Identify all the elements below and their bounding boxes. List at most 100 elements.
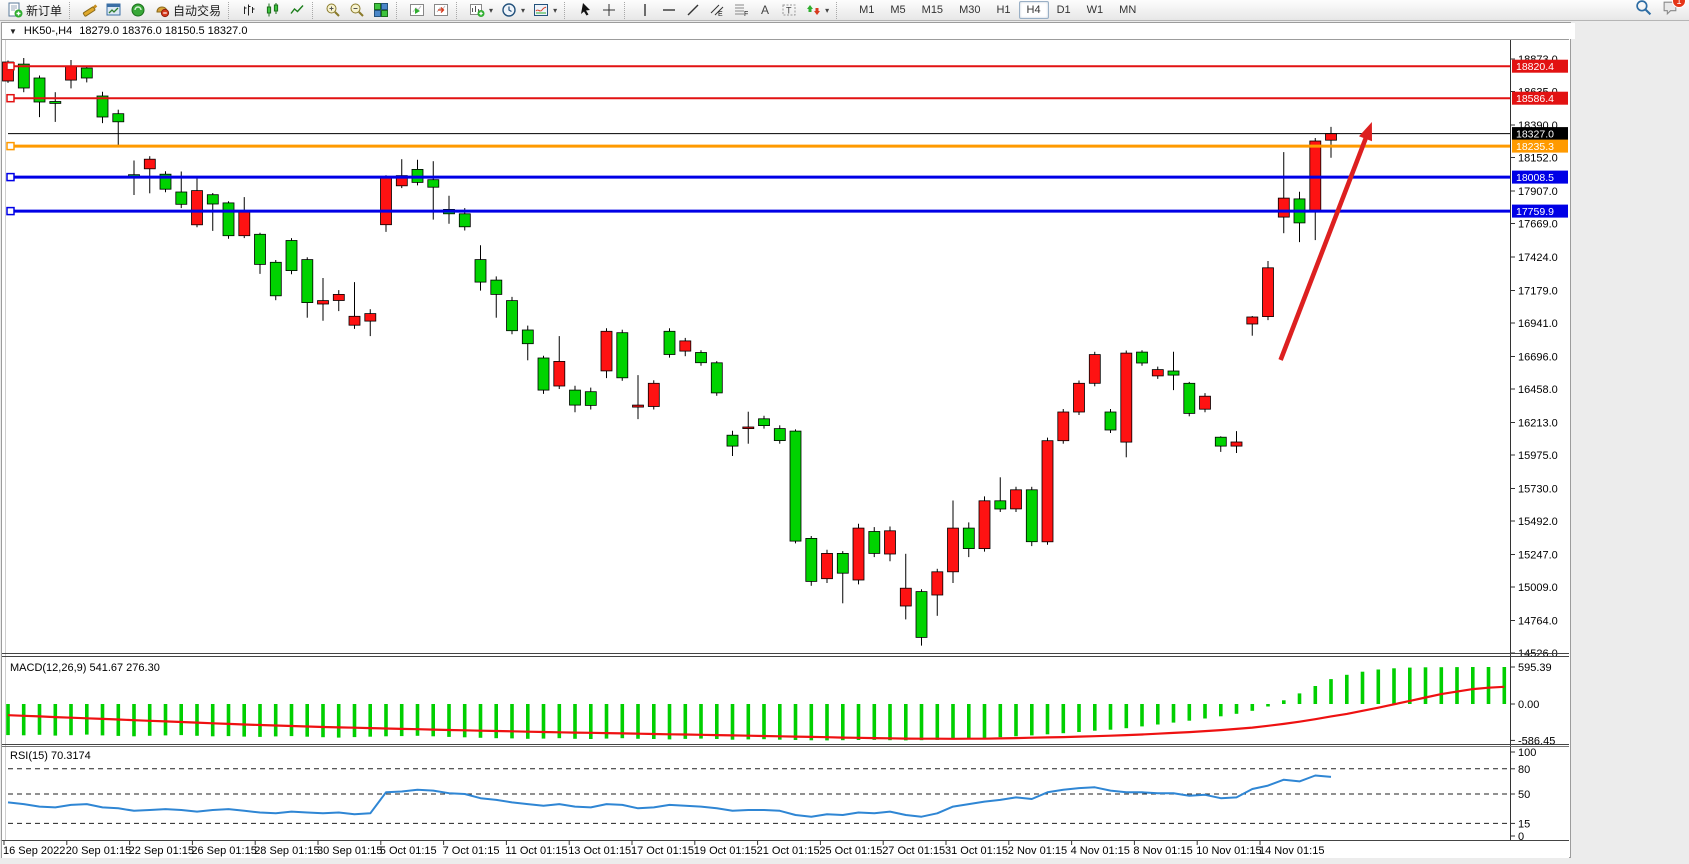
trendline-button[interactable]	[681, 0, 705, 21]
new-order-button[interactable]: 新订单	[3, 0, 66, 21]
candle-body	[1120, 352, 1133, 443]
macd-histogram-bar	[935, 704, 940, 740]
price-tag	[1512, 59, 1568, 73]
date-axis-label: 5 Oct 01:15	[380, 845, 437, 857]
candle-body	[679, 340, 692, 352]
indicators-button[interactable]: ▾	[529, 0, 561, 21]
macd-histogram-bar	[604, 704, 609, 739]
line-handle[interactable]	[6, 206, 15, 216]
trend-arrow-line[interactable]	[1278, 132, 1370, 361]
rsi-line	[7, 774, 1332, 818]
date-axis-label: 28 Sep 01:15	[254, 845, 319, 857]
line-handle[interactable]	[6, 61, 15, 71]
chevron-down-icon: ▾	[553, 5, 558, 15]
price-tag	[1512, 139, 1568, 153]
vertical-line-button[interactable]	[633, 0, 657, 21]
new-order-button-label: 新订单	[26, 3, 63, 18]
macd-histogram-bar	[589, 704, 593, 739]
timeframe-mn-button[interactable]: MN	[1119, 4, 1137, 16]
macd-histogram-bar	[888, 704, 892, 741]
tile-windows-icon	[374, 3, 389, 17]
macd-histogram-bar	[1030, 704, 1034, 736]
candle-body	[506, 300, 518, 332]
price-tag	[1512, 91, 1568, 105]
timeframe-h1-button[interactable]: H1	[996, 4, 1011, 16]
chart-titlebar: ▼ HK50-,H4 18279.0 18376.0 18150.5 18327…	[2, 23, 1575, 39]
chart-shift-button[interactable]	[429, 0, 453, 21]
candle-body	[1136, 351, 1148, 364]
navigator-button[interactable]	[126, 0, 150, 21]
timeframe-m15-button[interactable]: M15	[921, 4, 944, 16]
search-button[interactable]	[1635, 0, 1652, 21]
macd-histogram-bar	[762, 704, 766, 740]
macd-histogram-bar	[919, 704, 924, 741]
macd-title: MACD(12,26,9) 541.67 276.30	[10, 662, 160, 674]
macd-histogram-bar	[242, 704, 246, 737]
timeframe-w1-button[interactable]: W1	[1086, 4, 1104, 16]
line-handle[interactable]	[6, 141, 15, 151]
macd-histogram-bar	[447, 704, 451, 737]
macd-histogram-bar	[904, 704, 908, 741]
macd-histogram-bar	[37, 704, 42, 735]
line-chart-button[interactable]	[285, 0, 309, 21]
candle-body	[994, 500, 1007, 510]
zoom-in-button[interactable]	[321, 0, 345, 21]
horizontal-line-icon	[663, 9, 676, 11]
candle-body	[285, 240, 298, 272]
timeframe-d1-button[interactable]: D1	[1056, 4, 1071, 16]
macd-histogram-bar	[273, 704, 278, 737]
macd-histogram-bar	[415, 704, 420, 736]
shapes-button[interactable]: ▾	[801, 0, 833, 21]
price-axis-tick: 16458.0	[1518, 384, 1558, 396]
macd-histogram-bar	[1486, 667, 1491, 704]
timeframe-m30-button[interactable]: M30	[959, 4, 981, 16]
candle-body	[1057, 411, 1070, 442]
profiles-button[interactable]: ▾	[497, 0, 529, 21]
crayon-button[interactable]	[78, 0, 102, 21]
candle-body	[364, 313, 377, 322]
timeframe-h4-button[interactable]: H4	[1018, 1, 1049, 19]
macd-histogram-bar	[1345, 674, 1349, 704]
cursor-button[interactable]	[573, 0, 597, 21]
equidistant-channel-button[interactable]: E	[705, 0, 729, 21]
text-button[interactable]: A	[753, 0, 777, 21]
collapse-chart-icon[interactable]: ▼	[9, 26, 17, 36]
fibonacci-button[interactable]: F	[729, 0, 753, 21]
line-handle[interactable]	[6, 172, 15, 182]
macd-histogram-bar	[21, 704, 26, 736]
candle-body	[332, 293, 345, 301]
macd-histogram-bar	[478, 704, 483, 738]
candle-body	[159, 173, 172, 190]
autotrade-button[interactable]: 自动交易	[150, 0, 225, 21]
date-axis-label: 20 Sep 01:15	[66, 845, 131, 857]
auto-scroll-button[interactable]	[405, 0, 429, 21]
macd-histogram-bar	[951, 704, 955, 740]
candle-body	[1199, 395, 1211, 410]
timeframe-m1-button[interactable]: M1	[859, 4, 875, 16]
crosshair-button[interactable]	[597, 0, 621, 21]
macd-axis-tick: -586.45	[1518, 735, 1555, 747]
date-axis-label: 7 Oct 01:15	[443, 845, 500, 857]
bar-chart-button[interactable]	[237, 0, 261, 21]
tile-windows-button[interactable]	[369, 0, 393, 21]
notifications-button[interactable]: 1	[1662, 0, 1686, 21]
text-label-button[interactable]: T	[777, 0, 801, 21]
line-handle[interactable]	[6, 93, 15, 103]
new-chart-button[interactable]: ▾	[465, 0, 497, 21]
macd-histogram-bar	[1061, 704, 1066, 734]
candle-body	[175, 191, 188, 205]
bar-chart-icon	[244, 4, 255, 16]
zoom-out-button[interactable]	[345, 0, 369, 21]
timeframe-m5-button[interactable]: M5	[890, 4, 906, 16]
chart-window-icon	[106, 3, 121, 16]
candle-body	[758, 418, 770, 426]
candle-body	[474, 259, 487, 283]
svg-text:T: T	[786, 6, 792, 16]
horizontal-line-button[interactable]	[657, 0, 681, 21]
chart-window-button[interactable]	[102, 0, 126, 21]
candlestick-button[interactable]	[261, 0, 285, 21]
candle-body	[1183, 382, 1196, 414]
macd-axis-tick: 595.39	[1518, 662, 1552, 674]
rsi-axis-tick: 100	[1518, 747, 1536, 759]
